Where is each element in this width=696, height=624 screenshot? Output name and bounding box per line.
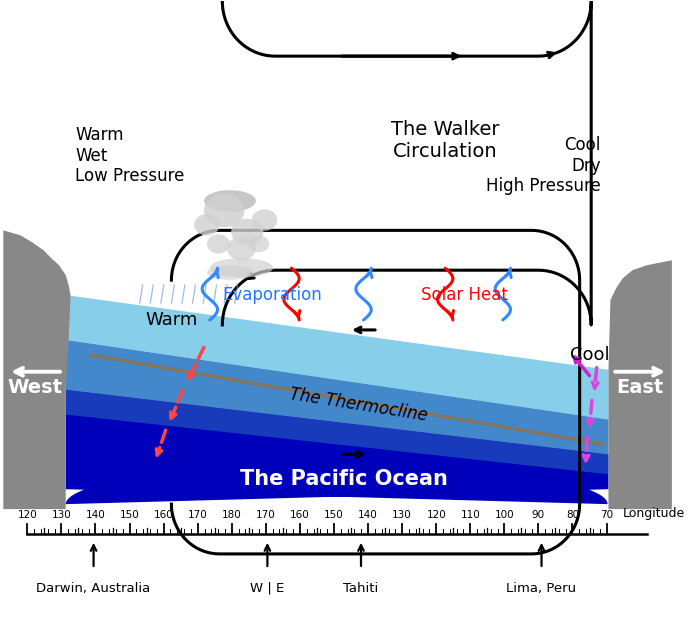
Text: Solar Heat: Solar Heat	[421, 286, 508, 304]
Ellipse shape	[207, 235, 230, 253]
Polygon shape	[65, 389, 608, 504]
Ellipse shape	[209, 258, 274, 277]
Text: 110: 110	[460, 510, 480, 520]
Text: Tahiti: Tahiti	[343, 582, 379, 595]
Ellipse shape	[194, 214, 220, 235]
Text: 130: 130	[393, 510, 412, 520]
Text: Warm
Wet
Low Pressure: Warm Wet Low Pressure	[75, 126, 184, 185]
Text: The Thermocline: The Thermocline	[289, 385, 429, 424]
Polygon shape	[65, 389, 608, 474]
Text: 70: 70	[600, 510, 613, 520]
Text: Warm: Warm	[145, 311, 198, 329]
Text: W | E: W | E	[251, 582, 285, 595]
Text: 140: 140	[358, 510, 378, 520]
Text: Lima, Peru: Lima, Peru	[507, 582, 576, 595]
Ellipse shape	[204, 193, 244, 227]
Text: West: West	[8, 378, 63, 397]
Text: Evaporation: Evaporation	[223, 286, 322, 304]
Text: The Walker
Circulation: The Walker Circulation	[391, 120, 500, 161]
Text: Cool: Cool	[570, 346, 610, 364]
Text: 170: 170	[188, 510, 207, 520]
Text: 140: 140	[86, 510, 105, 520]
Ellipse shape	[207, 265, 253, 280]
Polygon shape	[65, 340, 608, 454]
Text: 80: 80	[566, 510, 579, 520]
Text: 100: 100	[495, 510, 514, 520]
Text: 180: 180	[222, 510, 242, 520]
Text: Cool
Dry
High Pressure: Cool Dry High Pressure	[486, 136, 601, 195]
Text: 120: 120	[427, 510, 446, 520]
Polygon shape	[65, 295, 608, 419]
Text: 130: 130	[52, 510, 71, 520]
Text: 150: 150	[324, 510, 344, 520]
Text: East: East	[617, 378, 664, 397]
Polygon shape	[3, 230, 70, 509]
Text: 160: 160	[290, 510, 310, 520]
Ellipse shape	[252, 209, 277, 231]
Text: 160: 160	[154, 510, 173, 520]
Ellipse shape	[204, 190, 256, 212]
Ellipse shape	[248, 235, 269, 252]
Text: 150: 150	[120, 510, 139, 520]
Ellipse shape	[227, 236, 256, 261]
Text: Darwin, Australia: Darwin, Australia	[36, 582, 151, 595]
Text: The Pacific Ocean: The Pacific Ocean	[240, 469, 448, 489]
Text: 120: 120	[17, 510, 37, 520]
Polygon shape	[608, 260, 672, 509]
Ellipse shape	[231, 219, 264, 245]
Text: 90: 90	[532, 510, 545, 520]
Text: 170: 170	[256, 510, 276, 520]
Text: Longitude: Longitude	[623, 507, 685, 520]
